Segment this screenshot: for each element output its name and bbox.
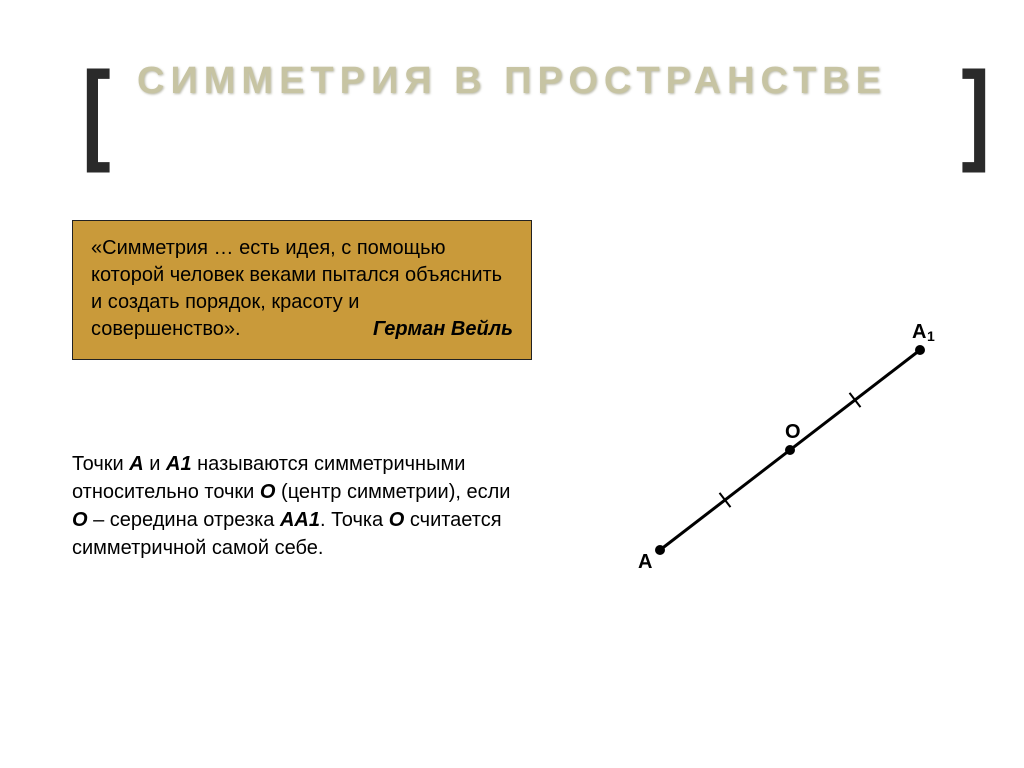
quote-box: «Симметрия … есть идея, с помощью которо… — [72, 220, 532, 360]
title-region: СИММЕТРИЯ В ПРОСТРАНСТВЕ — [0, 60, 1024, 103]
svg-text:А: А — [912, 321, 926, 343]
bracket-left: [ — [82, 73, 111, 151]
quote-author: Герман Вейль — [373, 316, 513, 343]
svg-text:А: А — [638, 551, 652, 573]
page-title: СИММЕТРИЯ В ПРОСТРАНСТВЕ — [137, 60, 887, 103]
svg-text:1: 1 — [927, 328, 935, 344]
definition-text: Точки А и А1 называются симметричными от… — [72, 450, 524, 562]
svg-text:О: О — [785, 421, 801, 443]
symmetry-diagram: АОА1 — [620, 300, 960, 580]
bracket-right: ] — [961, 73, 990, 151]
title-rule — [0, 108, 1024, 112]
